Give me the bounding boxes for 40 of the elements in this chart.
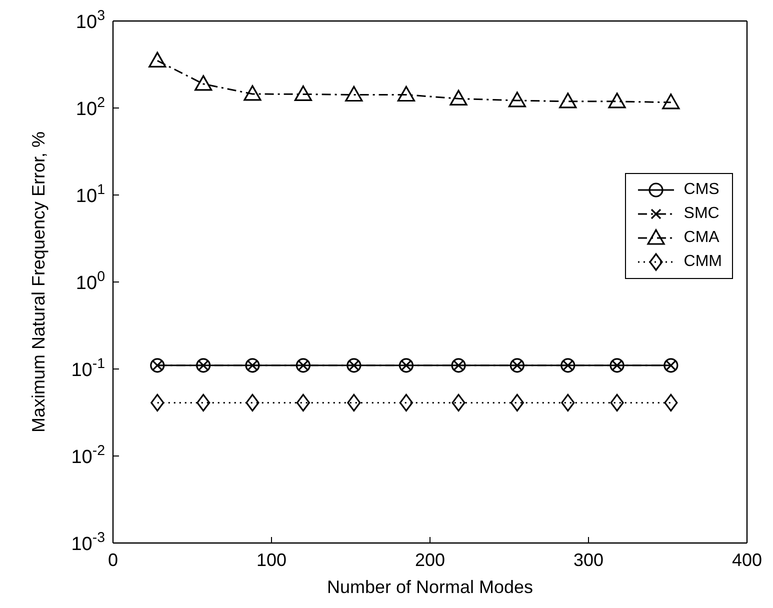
point	[608, 92, 626, 108]
x-tick-label: 300	[573, 550, 604, 570]
point	[399, 394, 414, 412]
point	[561, 394, 575, 412]
x-tick-label: 100	[256, 550, 287, 570]
y-tick-label: 10$^{2}$	[76, 95, 106, 120]
point	[246, 394, 260, 412]
point	[347, 394, 361, 412]
x-axis-title: Number of Normal Modes	[326, 577, 534, 597]
point	[148, 52, 166, 68]
point	[397, 86, 416, 102]
point	[150, 394, 164, 412]
point	[194, 75, 212, 91]
legend-label: CMS	[684, 181, 720, 199]
point	[559, 92, 577, 108]
y-tick-label: 10$^{-2}$	[71, 443, 106, 468]
point	[345, 86, 363, 102]
y-tick-label: 10$^{0}$	[76, 269, 106, 294]
point	[244, 85, 262, 101]
legend-label: SMC	[684, 205, 720, 223]
x-tick-label: 0	[108, 550, 118, 570]
legend-label: CMM	[684, 253, 722, 271]
x-tick-label: 400	[732, 550, 762, 570]
y-tick-label: 10$^{-3}$	[71, 530, 106, 555]
point	[294, 85, 312, 102]
y-tick-label: 10$^{-1}$	[71, 356, 106, 381]
point	[510, 394, 524, 412]
point	[664, 394, 678, 412]
y-axis-title: Maximum Natural Frequency Error, %	[28, 131, 48, 433]
point	[452, 394, 466, 412]
point	[508, 92, 526, 108]
point	[450, 90, 468, 106]
legend-label: CMA	[684, 229, 720, 247]
point	[196, 394, 210, 412]
x-tick-label: 200	[414, 550, 446, 570]
point	[662, 94, 680, 110]
y-tick-label: 10$^{1}$	[76, 182, 106, 207]
y-tick-label: 10$^{3}$	[76, 8, 106, 33]
point	[296, 394, 310, 412]
point	[610, 394, 624, 412]
